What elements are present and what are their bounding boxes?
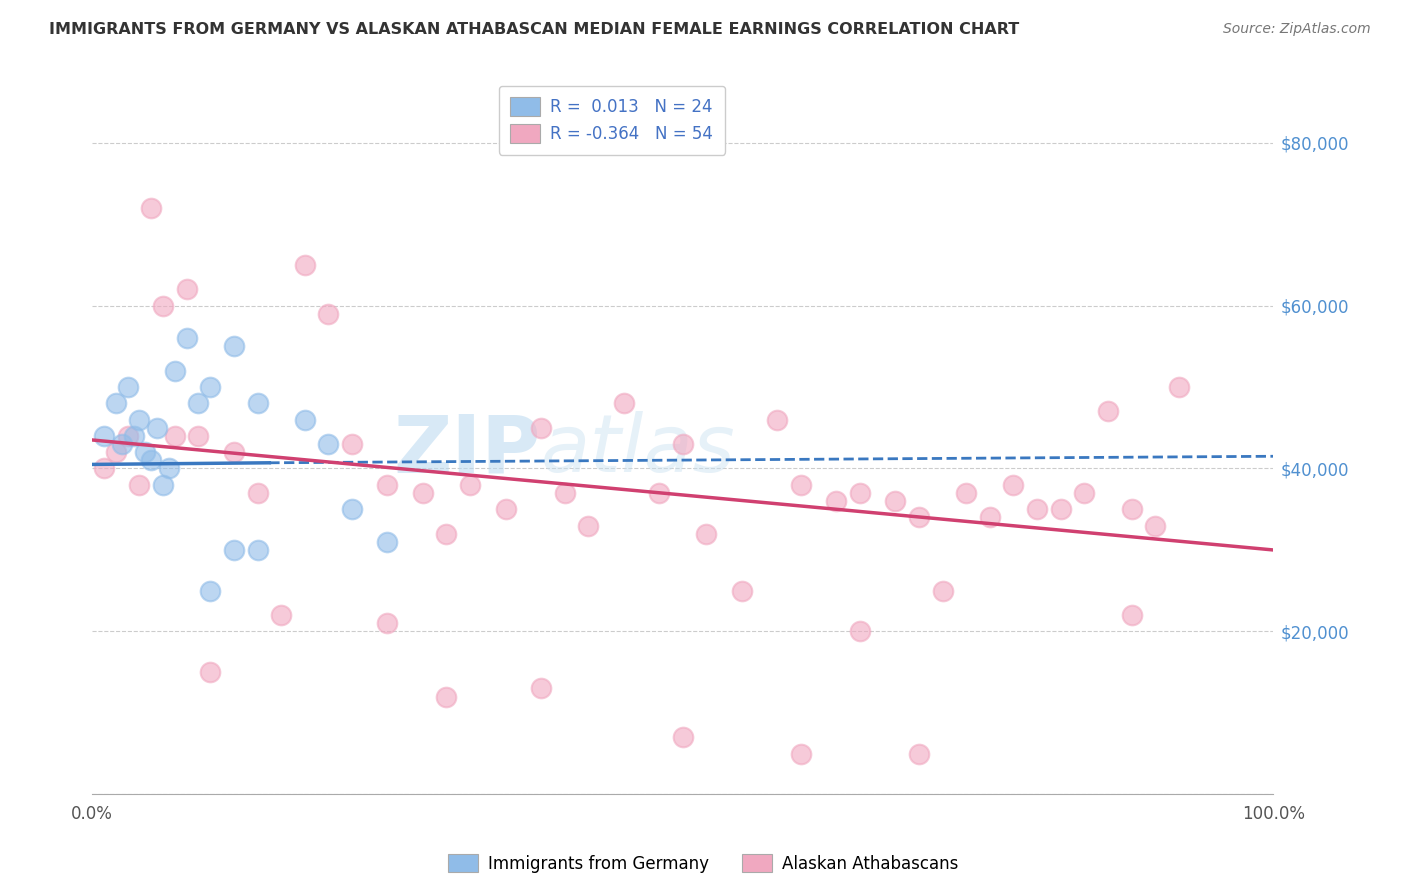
Point [790, 747, 813, 761]
Point [849, 624, 872, 639]
Point [340, 502, 363, 516]
Point [246, 486, 269, 500]
Point [1073, 486, 1095, 500]
Legend: Immigrants from Germany, Alaskan Athabascans: Immigrants from Germany, Alaskan Athabas… [441, 847, 965, 880]
Point [117, 380, 139, 394]
Point [134, 445, 156, 459]
Point [141, 453, 163, 467]
Point [104, 445, 127, 459]
Point [613, 396, 636, 410]
Point [1121, 502, 1143, 516]
Point [340, 437, 363, 451]
Point [377, 477, 399, 491]
Point [93, 461, 115, 475]
Point [530, 421, 553, 435]
Point [318, 437, 340, 451]
Point [146, 421, 169, 435]
Point [1049, 502, 1071, 516]
Point [104, 396, 127, 410]
Point [884, 494, 907, 508]
Point [163, 364, 186, 378]
Point [318, 307, 340, 321]
Point [530, 681, 553, 696]
Point [412, 486, 434, 500]
Point [122, 429, 145, 443]
Point [1167, 380, 1189, 394]
Text: atlas: atlas [541, 411, 735, 489]
Point [1121, 608, 1143, 623]
Point [294, 258, 316, 272]
Point [955, 486, 977, 500]
Point [141, 201, 163, 215]
Point [152, 477, 174, 491]
Point [1097, 404, 1119, 418]
Point [731, 583, 754, 598]
Point [908, 510, 931, 524]
Point [222, 445, 245, 459]
Text: ZIP: ZIP [394, 411, 541, 489]
Point [695, 526, 717, 541]
Point [246, 543, 269, 558]
Point [1026, 502, 1049, 516]
Point [246, 396, 269, 410]
Point [1002, 477, 1025, 491]
Point [672, 731, 695, 745]
Point [377, 616, 399, 631]
Point [849, 486, 872, 500]
Point [576, 518, 599, 533]
Point [128, 412, 150, 426]
Point [766, 412, 789, 426]
Point [200, 583, 222, 598]
Point [436, 690, 458, 704]
Point [931, 583, 953, 598]
Point [93, 429, 115, 443]
Point [152, 299, 174, 313]
Point [495, 502, 517, 516]
Point [187, 429, 209, 443]
Point [554, 486, 576, 500]
Point [176, 282, 198, 296]
Text: IMMIGRANTS FROM GERMANY VS ALASKAN ATHABASCAN MEDIAN FEMALE EARNINGS CORRELATION: IMMIGRANTS FROM GERMANY VS ALASKAN ATHAB… [49, 22, 1019, 37]
Point [790, 477, 813, 491]
Point [222, 339, 245, 353]
Point [270, 608, 292, 623]
Point [979, 510, 1001, 524]
Point [200, 665, 222, 680]
Point [117, 429, 139, 443]
Point [222, 543, 245, 558]
Point [111, 437, 134, 451]
Point [294, 412, 316, 426]
Point [377, 534, 399, 549]
Point [648, 486, 671, 500]
Point [157, 461, 180, 475]
Point [163, 429, 186, 443]
Point [176, 331, 198, 345]
Point [1144, 518, 1167, 533]
Point [458, 477, 481, 491]
Point [672, 437, 695, 451]
Text: Source: ZipAtlas.com: Source: ZipAtlas.com [1223, 22, 1371, 37]
Point [200, 380, 222, 394]
Point [825, 494, 848, 508]
Point [908, 747, 931, 761]
Point [128, 477, 150, 491]
Legend: R =  0.013   N = 24, R = -0.364   N = 54: R = 0.013 N = 24, R = -0.364 N = 54 [499, 86, 725, 155]
Point [187, 396, 209, 410]
Point [436, 526, 458, 541]
